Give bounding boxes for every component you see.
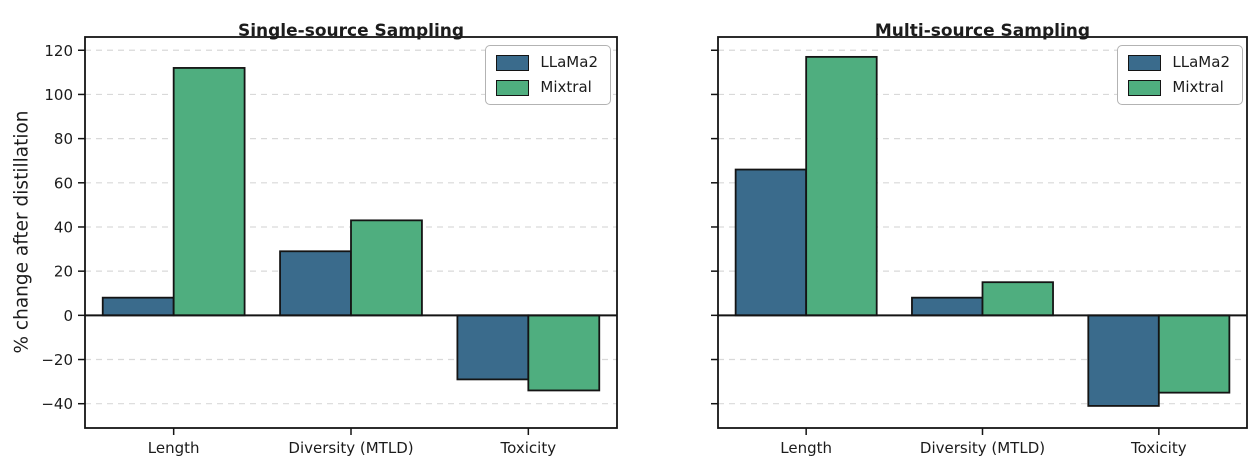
- x-tick-label-length: Length: [780, 439, 832, 456]
- bar-mixtral-length: [805, 55, 878, 317]
- legend-label-mixtral: Mixtral: [540, 78, 592, 96]
- x-tick-label-toxicity: Toxicity: [1130, 439, 1187, 456]
- bar-llama2-length: [101, 296, 175, 317]
- bar-llama2-diversity-mtld: [911, 296, 984, 317]
- bar-mixtral-toxicity: [527, 314, 601, 392]
- legend-swatch-llama2: [1128, 54, 1162, 71]
- legend-label-mixtral: Mixtral: [1172, 78, 1224, 96]
- x-tick-label-toxicity: Toxicity: [500, 439, 557, 456]
- bar-mixtral-length: [172, 67, 246, 317]
- y-tick-label-80: 80: [54, 130, 73, 148]
- bar-llama2-length: [734, 168, 808, 317]
- legend-label-llama2: LLaMa2: [540, 53, 598, 71]
- y-tick-label-100: 100: [44, 86, 73, 104]
- y-axis-label: % change after distillation: [11, 110, 33, 354]
- bar-llama2-toxicity: [1087, 314, 1160, 407]
- legend-swatch-mixtral: [1128, 79, 1162, 96]
- y-tick-label-60: 60: [54, 174, 73, 192]
- bar-llama2-diversity-mtld: [279, 250, 352, 317]
- legend-item-mixtral: Mixtral: [496, 79, 598, 96]
- bar-mixtral-diversity-mtld: [981, 281, 1054, 317]
- legend-label-llama2: LLaMa2: [1172, 53, 1230, 71]
- y-tick-label--20: −20: [41, 351, 73, 369]
- plot-area-multi-source: Length Diversity (MTLD) Toxicity: [711, 36, 1248, 456]
- x-tick-label-length: Length: [148, 439, 200, 456]
- legend-swatch-mixtral: [496, 79, 530, 96]
- bar-mixtral-diversity-mtld: [350, 219, 423, 317]
- plot-area-single-source: 120 100 80 60 40 20 0 −20 −40 Length Diversity (MT…: [41, 36, 618, 456]
- bar-mixtral-toxicity: [1157, 314, 1231, 394]
- y-tick-label--40: −40: [41, 395, 73, 413]
- legend-item-mixtral: Mixtral: [1128, 79, 1230, 96]
- legend: LLaMa2 Mixtral: [485, 45, 611, 105]
- y-tick-label-20: 20: [54, 263, 73, 281]
- bar-llama2-toxicity: [456, 314, 530, 381]
- x-tick-label-diversity-mtld: Diversity (MTLD): [288, 439, 413, 456]
- y-tick-label-120: 120: [44, 42, 73, 60]
- legend-item-llama2: LLaMa2: [496, 54, 598, 71]
- chart-title: Single-source Sampling: [237, 21, 465, 42]
- chart-title: Multi-source Sampling: [874, 21, 1091, 42]
- legend-item-llama2: LLaMa2: [1128, 54, 1230, 71]
- chart-multi-source-sampling: Length Diversity (MTLD) Toxicity Multi-sou…: [628, 0, 1255, 456]
- x-tick-label-diversity-mtld: Diversity (MTLD): [920, 439, 1045, 456]
- y-tick-label-0: 0: [63, 307, 73, 325]
- chart-single-source-sampling: 120 100 80 60 40 20 0 −20 −40 Length Diversity (MT…: [11, 21, 618, 456]
- legend-swatch-llama2: [496, 54, 530, 71]
- legend: LLaMa2 Mixtral: [1117, 45, 1243, 105]
- y-tick-label-40: 40: [54, 218, 73, 236]
